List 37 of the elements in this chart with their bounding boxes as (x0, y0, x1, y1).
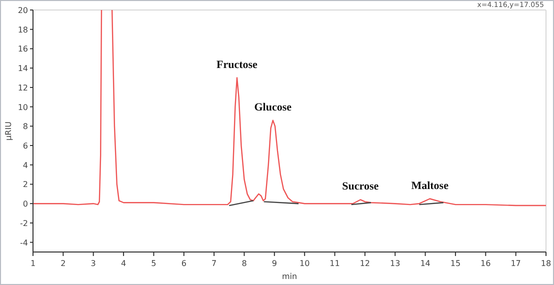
x-tick-label: 11 (330, 259, 340, 268)
x-tick-label: 6 (181, 259, 186, 268)
y-tick-label: 0 (22, 200, 28, 209)
y-tick-label: -2 (20, 218, 28, 228)
annotation: Sucrose (342, 180, 379, 193)
y-tick-label: 14 (18, 64, 28, 74)
y-tick-label: 4 (22, 160, 28, 170)
x-tick-label: 15 (450, 259, 461, 268)
y-tick-label: 20 (18, 6, 28, 15)
x-tick-label: 14 (420, 259, 430, 268)
x-tick-label: 18 (540, 259, 552, 268)
annotation: Glucose (254, 101, 292, 114)
x-tick-label: 10 (299, 259, 310, 268)
x-tick-label: 8 (242, 259, 247, 268)
x-tick-label: 3 (90, 259, 96, 268)
y-tick-label: 18 (18, 25, 28, 34)
annotation: Fructose (216, 58, 258, 71)
x-tick-label: 9 (272, 259, 277, 268)
y-tick-label: 12 (18, 83, 28, 92)
x-tick-label: 4 (120, 259, 126, 268)
y-tick-label: 16 (18, 44, 28, 54)
x-tick-label: 12 (360, 259, 370, 268)
x-axis-title: min (282, 272, 298, 281)
x-tick-label: 5 (151, 259, 156, 268)
x-tick-label: 1 (30, 259, 36, 268)
x-tick-label: 17 (510, 259, 521, 268)
y-tick-label: 6 (22, 142, 28, 151)
x-tick-label: 7 (212, 259, 217, 268)
y-tick-label: 2 (22, 180, 28, 190)
y-tick-label: 10 (18, 102, 28, 112)
x-tick-label: 13 (390, 259, 400, 268)
y-tick-label: 8 (22, 122, 28, 132)
y-axis-title: µRIU (4, 121, 13, 140)
annotation: Maltose (411, 180, 449, 192)
x-tick-label: 2 (60, 259, 66, 268)
y-tick-label: -4 (20, 238, 28, 248)
x-tick-label: 16 (480, 259, 491, 268)
